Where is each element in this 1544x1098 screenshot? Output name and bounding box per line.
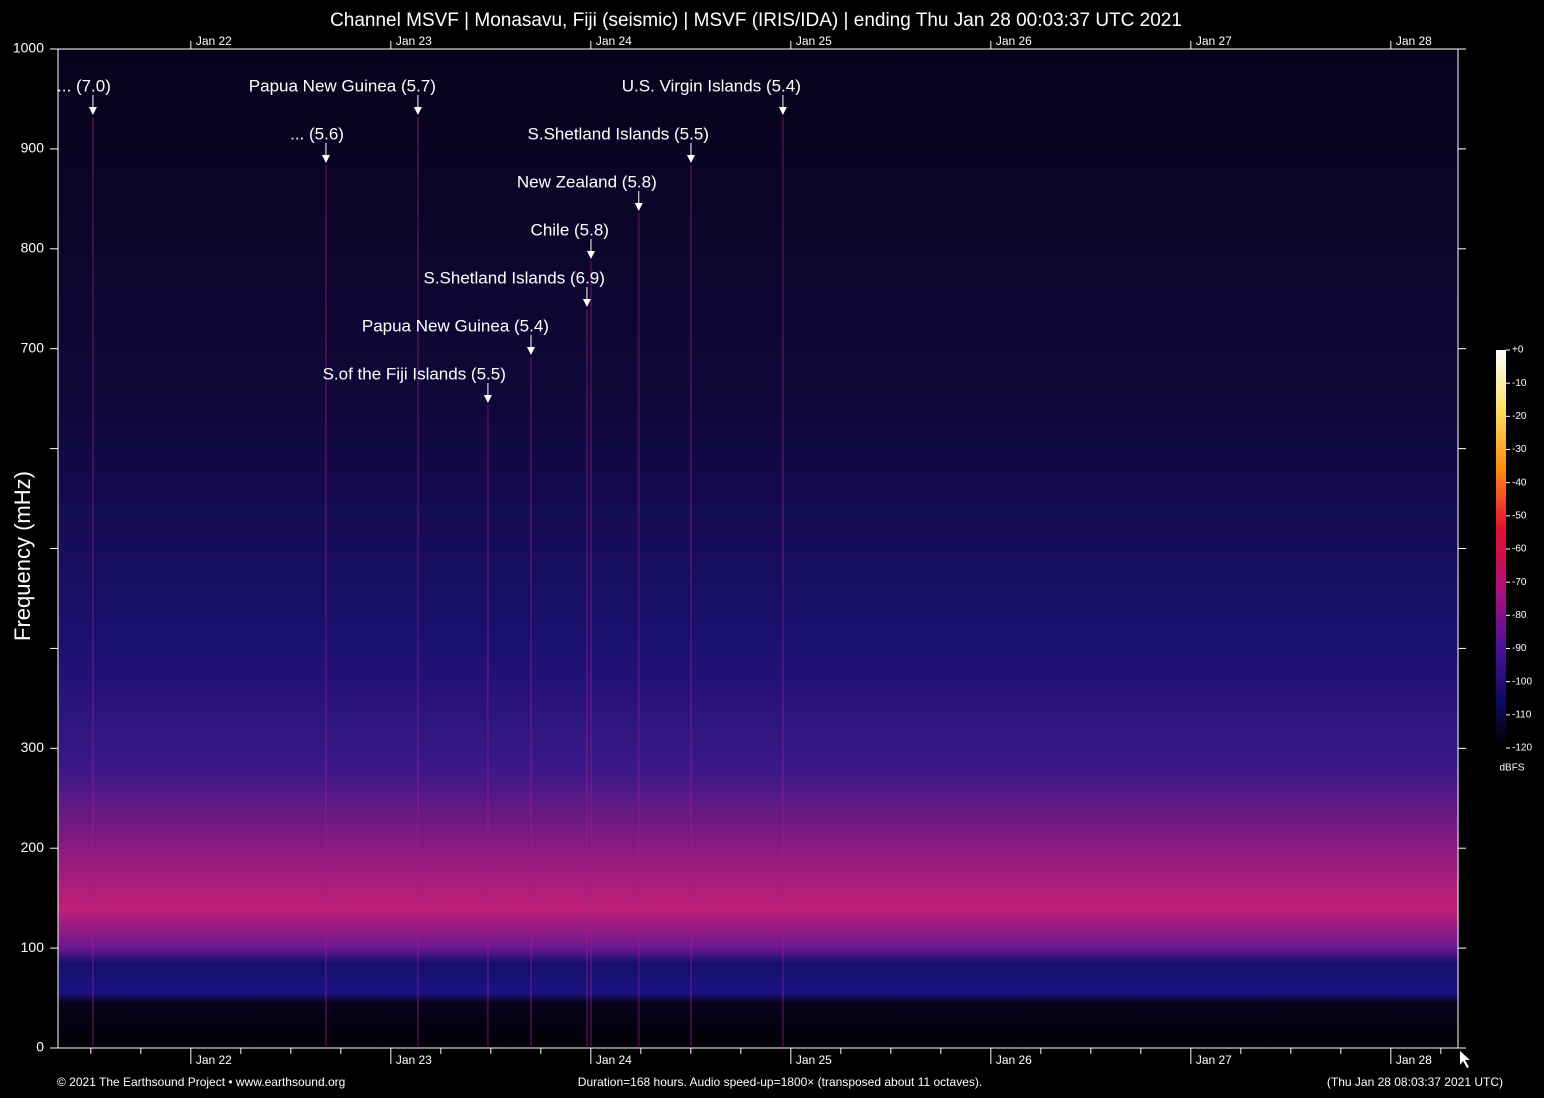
- event-arrow-head: [526, 347, 535, 355]
- event-label: U.S. Virgin Islands (5.4): [622, 76, 801, 95]
- footer-center: Duration=168 hours. Audio speed-up=1800×…: [578, 1075, 982, 1089]
- event-arrow-head: [634, 203, 643, 211]
- event-arrow-head: [483, 395, 492, 403]
- event-arrow-head: [413, 107, 422, 115]
- event-arrow-head: [778, 107, 787, 115]
- colorbar-tick-label: -50: [1512, 510, 1527, 521]
- colorbar-tick-label: -100: [1512, 676, 1532, 687]
- y-tick-label: 900: [21, 140, 45, 156]
- x-tick-label-top: Jan 25: [796, 34, 832, 48]
- x-tick-label: Jan 28: [1396, 1053, 1432, 1067]
- x-tick-label: Jan 27: [1196, 1053, 1232, 1067]
- footer-left: © 2021 The Earthsound Project • www.eart…: [57, 1075, 345, 1089]
- event-label: S.Shetland Islands (5.5): [528, 124, 709, 143]
- x-tick-label: Jan 24: [596, 1053, 632, 1067]
- x-tick-label-top: Jan 26: [996, 34, 1032, 48]
- event-label: S.of the Fiji Islands (5.5): [323, 364, 506, 383]
- event-label: ... (7.0): [57, 76, 111, 95]
- event-arrow-head: [88, 107, 97, 115]
- colorbar: [1496, 350, 1506, 748]
- y-tick-label: 800: [21, 240, 45, 256]
- colorbar-tick-label: -110: [1512, 709, 1532, 720]
- event-label: ... (5.6): [290, 124, 344, 143]
- colorbar-tick-label: -90: [1512, 643, 1527, 654]
- x-tick-label: Jan 26: [996, 1053, 1032, 1067]
- event-label: Papua New Guinea (5.7): [249, 76, 436, 95]
- x-tick-label-top: Jan 24: [596, 34, 632, 48]
- y-tick-label: 1000: [13, 40, 44, 56]
- colorbar-tick-label: -10: [1512, 378, 1527, 389]
- event-label: S.Shetland Islands (6.9): [423, 268, 604, 287]
- cursor-icon: [1460, 1051, 1470, 1068]
- x-tick-label: Jan 23: [396, 1053, 432, 1067]
- colorbar-tick-label: -40: [1512, 477, 1527, 488]
- y-tick-label: 0: [36, 1039, 44, 1055]
- event-arrow-head: [582, 299, 591, 307]
- y-tick-label: 300: [21, 739, 45, 755]
- colorbar-label: dBFS: [1499, 763, 1524, 774]
- spectrogram-image: [58, 49, 1458, 1048]
- colorbar-tick-label: -80: [1512, 610, 1527, 621]
- x-tick-label-top: Jan 28: [1396, 34, 1432, 48]
- colorbar-tick-label: -60: [1512, 544, 1527, 555]
- colorbar-tick-label: -30: [1512, 444, 1527, 455]
- y-axis-label: Frequency (mHz): [10, 471, 35, 641]
- colorbar-tick-label: +0: [1512, 345, 1524, 356]
- event-label: New Zealand (5.8): [517, 172, 657, 191]
- x-tick-label-top: Jan 22: [196, 34, 232, 48]
- y-tick-label: 100: [21, 939, 45, 955]
- x-tick-label: Jan 22: [196, 1053, 232, 1067]
- colorbar-tick-label: -120: [1512, 743, 1532, 754]
- y-tick-label: 200: [21, 839, 45, 855]
- event-arrow-head: [586, 251, 595, 259]
- x-tick-label-top: Jan 23: [396, 34, 432, 48]
- y-tick-label: 700: [21, 339, 45, 355]
- event-arrow-head: [321, 155, 330, 163]
- event-label: Papua New Guinea (5.4): [362, 316, 549, 335]
- x-tick-label: Jan 25: [796, 1053, 832, 1067]
- event-arrow-head: [686, 155, 695, 163]
- footer-right: (Thu Jan 28 08:03:37 2021 UTC): [1327, 1075, 1503, 1089]
- colorbar-tick-label: -70: [1512, 577, 1527, 588]
- x-tick-label-top: Jan 27: [1196, 34, 1232, 48]
- event-label: Chile (5.8): [531, 220, 609, 239]
- chart-title: Channel MSVF | Monasavu, Fiji (seismic) …: [330, 10, 1182, 31]
- colorbar-tick-label: -20: [1512, 411, 1527, 422]
